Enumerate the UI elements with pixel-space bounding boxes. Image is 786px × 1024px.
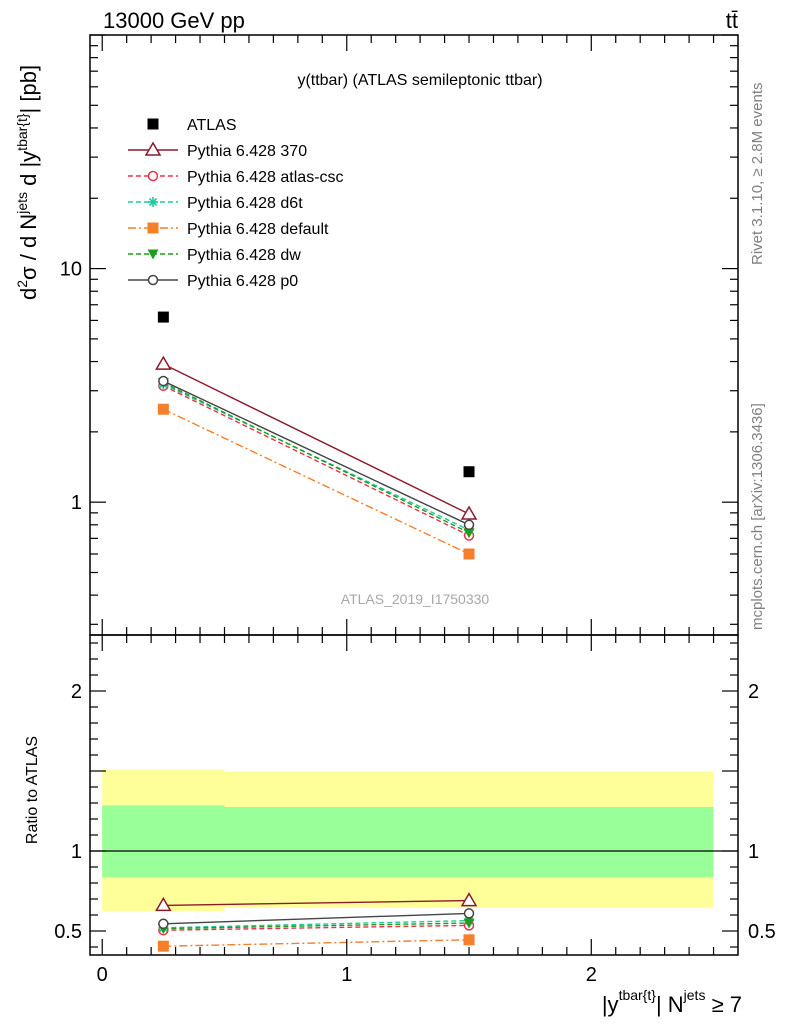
main-point-pythia-6-428-370-0 [155,355,172,370]
main-point-pythia-6-428-370-1 [460,505,478,520]
legend-marker-pythia-6-428-370 [144,141,162,156]
main-series-line-pythia-6-428-dw [163,381,470,534]
ratio-y-tick-label: 1 [71,841,82,863]
legend-marker-atlas [147,118,159,130]
ratio-y-tick-label: 2 [71,681,82,703]
main-point-pythia-6-428-dw-1 [463,528,475,539]
ratio-x-tick-label: 1 [341,964,352,986]
legend-entry-atlas: ATLAS [147,117,237,134]
main-y-axis-label: d2σ / d Njets d |ytbar{t}| [pb] [14,65,41,300]
legend-marker-pythia-6-428-p0 [147,274,159,286]
ratio-point-pythia-6-428-370-1 [460,892,478,907]
mcplots-label: mcplots.cern.ch [arXiv:1306.3436] [749,403,766,630]
main-point-pythia-6-428-p0-1 [463,519,475,531]
uncertainty-band-stat-0 [102,805,225,878]
main-point-pythia-6-428-p0-0 [158,375,169,387]
ratio-x-tick-label: 2 [586,964,597,986]
legend-marker-pythia-6-428-d6t-stroke-3 [148,197,158,207]
main-y-tick-label: 1 [71,492,82,514]
ratio-point-pythia-6-428-default-0 [157,940,169,952]
main-series-line-pythia-6-428-default [163,408,470,555]
ratio-plot-marks [90,769,738,952]
legend: ATLAS Pythia 6.428 370 Pythia 6.428 atlas-… [128,117,344,290]
legend-label-pythia-6-428-dw: Pythia 6.428 dw [187,247,301,264]
main-point-atlas-1 [463,466,475,478]
ratio-y-tick-label-right: 1 [748,841,759,863]
legend-label-atlas: ATLAS [187,117,237,134]
main-y-tick-label: 10 [60,259,82,281]
legend-label-pythia-6-428-370: Pythia 6.428 370 [187,143,307,160]
ratio-point-pythia-6-428-p0-0 [158,918,169,930]
ratio-point-pythia-6-428-dw-1 [463,918,475,929]
ratio-x-tick-label: 0 [97,964,108,986]
legend-marker-pythia-6-428-atlas-csc [147,170,159,182]
ratio-panel: 0.5 0.5 1 1 2 2 0 1 2 Ratio to ATLAS |ytbar{t}| … [24,634,776,1017]
main-panel: 110 y(ttbar) (ATLAS semileptonic ttbar) … [14,34,739,636]
legend-marker-pythia-6-428-dw [147,249,159,260]
legend-entry-pythia-6-428-default: Pythia 6.428 default [128,221,329,238]
legend-label-pythia-6-428-default: Pythia 6.428 default [187,221,329,238]
legend-label-pythia-6-428-p0: Pythia 6.428 p0 [187,273,298,290]
main-plot-title: y(ttbar) (ATLAS semileptonic ttbar) [297,72,542,89]
header-collision-label: 13000 GeV pp [103,8,245,33]
rivet-version-label: Rivet 3.1.10, ≥ 2.8M events [749,83,766,266]
legend-entry-pythia-6-428-atlas-csc: Pythia 6.428 atlas-csc [128,169,344,186]
legend-entry-pythia-6-428-370: Pythia 6.428 370 [128,141,307,160]
main-plot-marks [155,311,478,560]
ratio-series-line-pythia-6-428-d6t [163,919,470,929]
ratio-y-tick-label-right: 0.5 [748,921,776,943]
ratio-y-tick-label-right: 2 [748,681,759,703]
main-point-atlas-0 [157,311,169,323]
main-series-line-pythia-6-428-atlas-csc [163,385,470,537]
ratio-x-axis-label: |ytbar{t}| Njets ≥ 7 [602,987,742,1017]
legend-marker-pythia-6-428-d6t [148,197,158,207]
uncertainty-band-stat-1 [224,807,714,878]
legend-entry-pythia-6-428-d6t: Pythia 6.428 d6t [128,195,303,212]
legend-marker-pythia-6-428-default [147,222,159,234]
ratio-y-tick-label: 0.5 [54,921,82,943]
ratio-y-axis-label: Ratio to ATLAS [24,736,41,844]
ratio-series-line-pythia-6-428-dw [163,922,470,930]
ratio-point-pythia-6-428-p0-1 [463,908,475,919]
legend-entry-pythia-6-428-dw: Pythia 6.428 dw [128,247,301,264]
ratio-axes: 0.5 0.5 1 1 2 2 0 1 2 [54,635,776,986]
legend-entry-pythia-6-428-p0: Pythia 6.428 p0 [128,273,298,290]
ratio-series-line-pythia-6-428-default [163,939,470,947]
main-point-pythia-6-428-default-1 [463,548,475,560]
ratio-point-pythia-6-428-370-0 [155,896,172,912]
main-axes: 1 10 [60,34,738,635]
main-series-line-pythia-6-428-p0 [163,380,470,526]
legend-label-pythia-6-428-atlas-csc: Pythia 6.428 atlas-csc [187,169,344,186]
ratio-series-line-pythia-6-428-370 [163,899,470,907]
ratio-series-line-pythia-6-428-p0 [163,912,470,925]
analysis-watermark: ATLAS_2019_I1750330 [341,591,490,607]
ratio-series-line-pythia-6-428-atlas-csc [163,924,470,931]
main-point-pythia-6-428-default-0 [157,403,169,415]
main-series-line-pythia-6-428-370 [163,363,470,515]
ratio-plot-frame [89,634,739,956]
legend-label-pythia-6-428-d6t: Pythia 6.428 d6t [187,195,303,212]
header-process-label: tt̄ [726,8,738,33]
ratio-point-pythia-6-428-default-1 [463,934,475,946]
